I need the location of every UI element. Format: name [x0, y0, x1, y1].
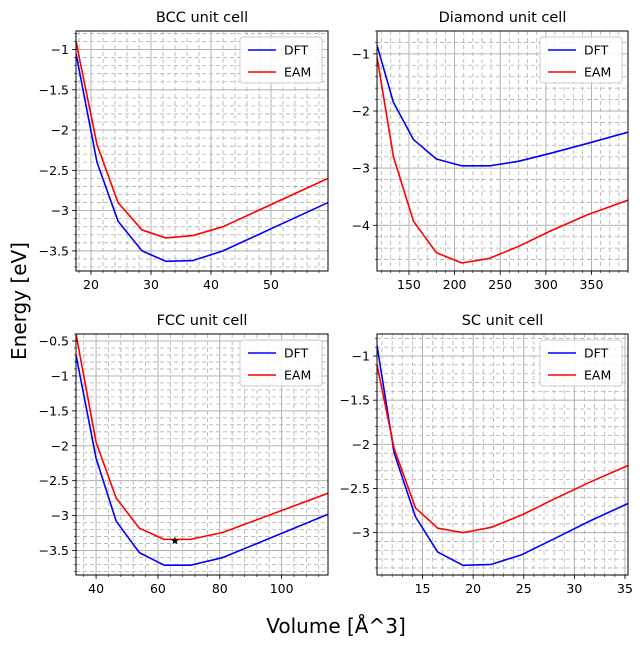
series-line-dft [377, 45, 628, 167]
y-tick-label: −2.5 [39, 163, 69, 178]
x-tick-label: 40 [203, 277, 219, 292]
y-tick-label: −4 [352, 218, 370, 233]
axes-frame [75, 333, 329, 576]
x-tick-label: 20 [83, 277, 99, 292]
y-tick-label: −0.5 [39, 333, 69, 348]
x-tick-label: 80 [212, 581, 228, 596]
x-tick-label: 250 [488, 277, 512, 292]
legend-label-eam: EAM [584, 368, 611, 383]
chart-panels: 20 30 40 50 −1 −1.5 −2 −2.5 −3 −3.5 BCC unit cell D… [39, 10, 633, 596]
series-lines [377, 345, 628, 567]
grid-lines [76, 334, 328, 575]
x-tick-label: 40 [88, 581, 104, 596]
y-tick-label: −2 [51, 123, 69, 138]
legend-label-eam: EAM [284, 368, 311, 383]
legend-label-eam: EAM [584, 65, 611, 80]
x-tick-label: 25 [516, 581, 532, 596]
y-tick-label: −1 [51, 368, 69, 383]
chart-title: SC unit cell [462, 313, 544, 329]
legend: DFT EAM [539, 36, 623, 84]
legend: DFT EAM [239, 339, 323, 387]
series-lines [377, 45, 628, 264]
y-tick-label: −2 [352, 104, 370, 119]
star-marker [170, 536, 179, 545]
legend-label-dft: DFT [584, 346, 609, 361]
legend-label-dft: DFT [284, 346, 309, 361]
axes-frame [75, 30, 329, 272]
y-tick-label: −2 [352, 437, 370, 452]
x-tick-label: 100 [270, 581, 294, 596]
series-line-eam [377, 364, 628, 534]
series-line-eam [377, 56, 628, 264]
chart-panel: 40 60 80 100 −0.5 −1 −1.5 −2 −2.5 −3 −3.5 FCC unit … [39, 313, 329, 596]
series-line-eam [76, 41, 328, 239]
x-tick-label: 300 [534, 277, 558, 292]
chart-title: FCC unit cell [157, 313, 248, 329]
x-tick-label: 15 [415, 581, 431, 596]
figure-xlabel: Volume [Å^3] [266, 614, 406, 638]
y-tick-label: −3 [352, 161, 370, 176]
y-tick-label: −1 [352, 46, 370, 61]
chart-panel: 20 30 40 50 −1 −1.5 −2 −2.5 −3 −3.5 BCC unit cell D… [39, 10, 329, 292]
legend: DFT EAM [539, 339, 623, 387]
series-line-dft [76, 354, 328, 567]
y-tick-label: −3 [352, 525, 370, 540]
y-tick-label: −3 [51, 508, 69, 523]
legend-label-dft: DFT [584, 43, 609, 58]
series-line-dft [377, 345, 628, 567]
y-tick-label: −1.5 [39, 82, 69, 97]
series-lines [76, 334, 328, 567]
axes-frame [376, 333, 629, 576]
chart-panel: 15 20 25 30 35 −1 −1.5 −2 −2.5 −3 SC unit cell DFT E… [340, 313, 633, 596]
legend: DFT EAM [239, 36, 323, 84]
grid-lines [76, 31, 328, 271]
y-tick-label: −2.5 [39, 473, 69, 488]
y-tick-label: −1.5 [39, 403, 69, 418]
x-tick-label: 35 [617, 581, 633, 596]
chart-title: Diamond unit cell [439, 10, 567, 26]
x-tick-label: 200 [443, 277, 467, 292]
y-tick-label: −1.5 [340, 393, 370, 408]
y-tick-label: −3.5 [39, 243, 69, 258]
x-tick-label: 20 [465, 581, 481, 596]
x-tick-label: 150 [397, 277, 421, 292]
y-tick-label: −2.5 [340, 481, 370, 496]
series-line-dft [76, 53, 328, 263]
y-tick-label: −3.5 [39, 543, 69, 558]
legend-label-eam: EAM [284, 65, 311, 80]
legend-label-dft: DFT [284, 43, 309, 58]
y-tick-label: −2 [51, 438, 69, 453]
x-tick-label: 60 [150, 581, 166, 596]
series-lines [76, 41, 328, 263]
chart-title: BCC unit cell [156, 10, 248, 26]
x-tick-label: 30 [566, 581, 582, 596]
x-tick-label: 30 [143, 277, 159, 292]
chart-panel: 150 200 250 300 350 −1 −2 −3 −4 Diamond unit cell… [352, 10, 629, 292]
y-tick-label: −1 [352, 349, 370, 364]
x-tick-label: 50 [263, 277, 279, 292]
y-tick-label: −3 [51, 203, 69, 218]
x-tick-label: 350 [580, 277, 604, 292]
axes-frame [376, 30, 629, 272]
y-tick-label: −1 [51, 42, 69, 57]
series-line-eam [76, 334, 328, 541]
figure-ylabel: Energy [eV] [7, 242, 31, 360]
